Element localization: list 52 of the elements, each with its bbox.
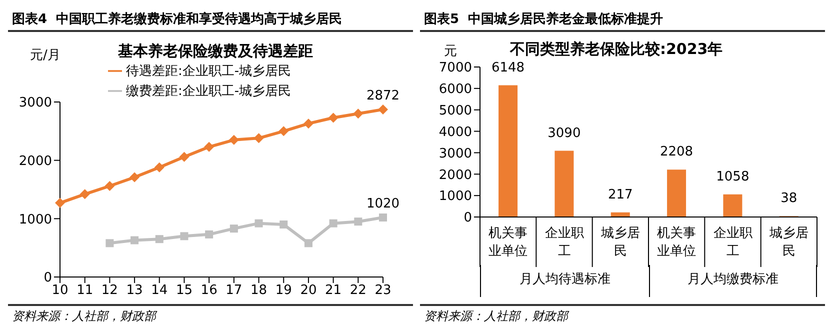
y-tick-label: 5000 bbox=[438, 103, 472, 118]
x-tick-label: 20 bbox=[300, 283, 317, 298]
x-tick-label: 15 bbox=[176, 283, 193, 298]
y-axis-title: 元/月 bbox=[30, 47, 60, 64]
y-tick-label: 1000 bbox=[18, 212, 52, 228]
text: 月人均缴费标准 bbox=[648, 265, 817, 297]
data-label: 217 bbox=[608, 187, 633, 202]
x-tick-label: 机关事业单位 bbox=[657, 226, 696, 259]
x-tick-label: 城乡居民 bbox=[600, 226, 640, 259]
chart-title: 图表5 中国城乡居民养老金最低标准提升 bbox=[420, 8, 825, 32]
chart-subtitle: 基本养老保险缴费及待遇差距 bbox=[118, 42, 313, 61]
x-tick-label: 13 bbox=[126, 283, 143, 298]
x-tick-label: 22 bbox=[350, 283, 366, 298]
y-tick-label: 0 bbox=[464, 210, 472, 226]
x-tick-label: 21 bbox=[325, 283, 342, 298]
x-tick-label: 18 bbox=[250, 283, 268, 298]
text: 资料来源：人社部，财政部 bbox=[8, 304, 413, 327]
text: 资料来源：人社部，财政部 bbox=[420, 304, 825, 327]
x-tick-label: 城乡居民 bbox=[768, 226, 808, 259]
y-tick-label: 3000 bbox=[438, 146, 472, 162]
y-tick-label: 6000 bbox=[438, 82, 472, 98]
x-tick-label: 17 bbox=[226, 283, 242, 298]
x-tick-label: 企业职工 bbox=[713, 226, 752, 259]
x-tick-label: 机关事业单位 bbox=[488, 226, 528, 259]
y-tick-label: 0 bbox=[44, 270, 52, 286]
x-tick-label: 11 bbox=[76, 283, 94, 298]
y-tick-label: 3000 bbox=[18, 96, 52, 111]
y-axis-title: 元 bbox=[444, 43, 457, 60]
text: 月人均待遇标准 bbox=[480, 265, 648, 297]
data-label: 1058 bbox=[716, 169, 750, 184]
x-tick-label: 企业职工 bbox=[544, 226, 584, 259]
data-label: 6148 bbox=[491, 60, 525, 76]
data-label: 1020 bbox=[366, 196, 400, 212]
legend-label: 缴费差距:企业职工-城乡居民 bbox=[126, 84, 292, 99]
x-tick-label: 14 bbox=[151, 283, 168, 298]
y-tick-label: 7000 bbox=[438, 60, 472, 76]
data-label: 2208 bbox=[660, 144, 694, 160]
x-tick-label: 23 bbox=[374, 283, 392, 298]
y-tick-label: 4000 bbox=[438, 124, 472, 140]
legend-label: 待遇差距:企业职工-城乡居民 bbox=[126, 64, 292, 79]
x-tick-label: 16 bbox=[200, 283, 218, 298]
x-tick-label: 19 bbox=[275, 283, 292, 298]
data-label: 3090 bbox=[548, 126, 581, 141]
y-tick-label: 2000 bbox=[18, 154, 52, 169]
data-label: 2872 bbox=[366, 88, 400, 104]
x-tick-label: 12 bbox=[101, 283, 118, 298]
data-label: 38 bbox=[780, 191, 798, 206]
x-tick-label: 10 bbox=[52, 283, 68, 298]
chart-title: 图表4 中国职工养老缴费标准和享受待遇均高于城乡居民 bbox=[8, 8, 413, 32]
chart-subtitle: 不同类型养老保险比较:2023年 bbox=[510, 40, 723, 59]
y-tick-label: 1000 bbox=[438, 189, 472, 204]
y-tick-label: 2000 bbox=[438, 168, 472, 183]
